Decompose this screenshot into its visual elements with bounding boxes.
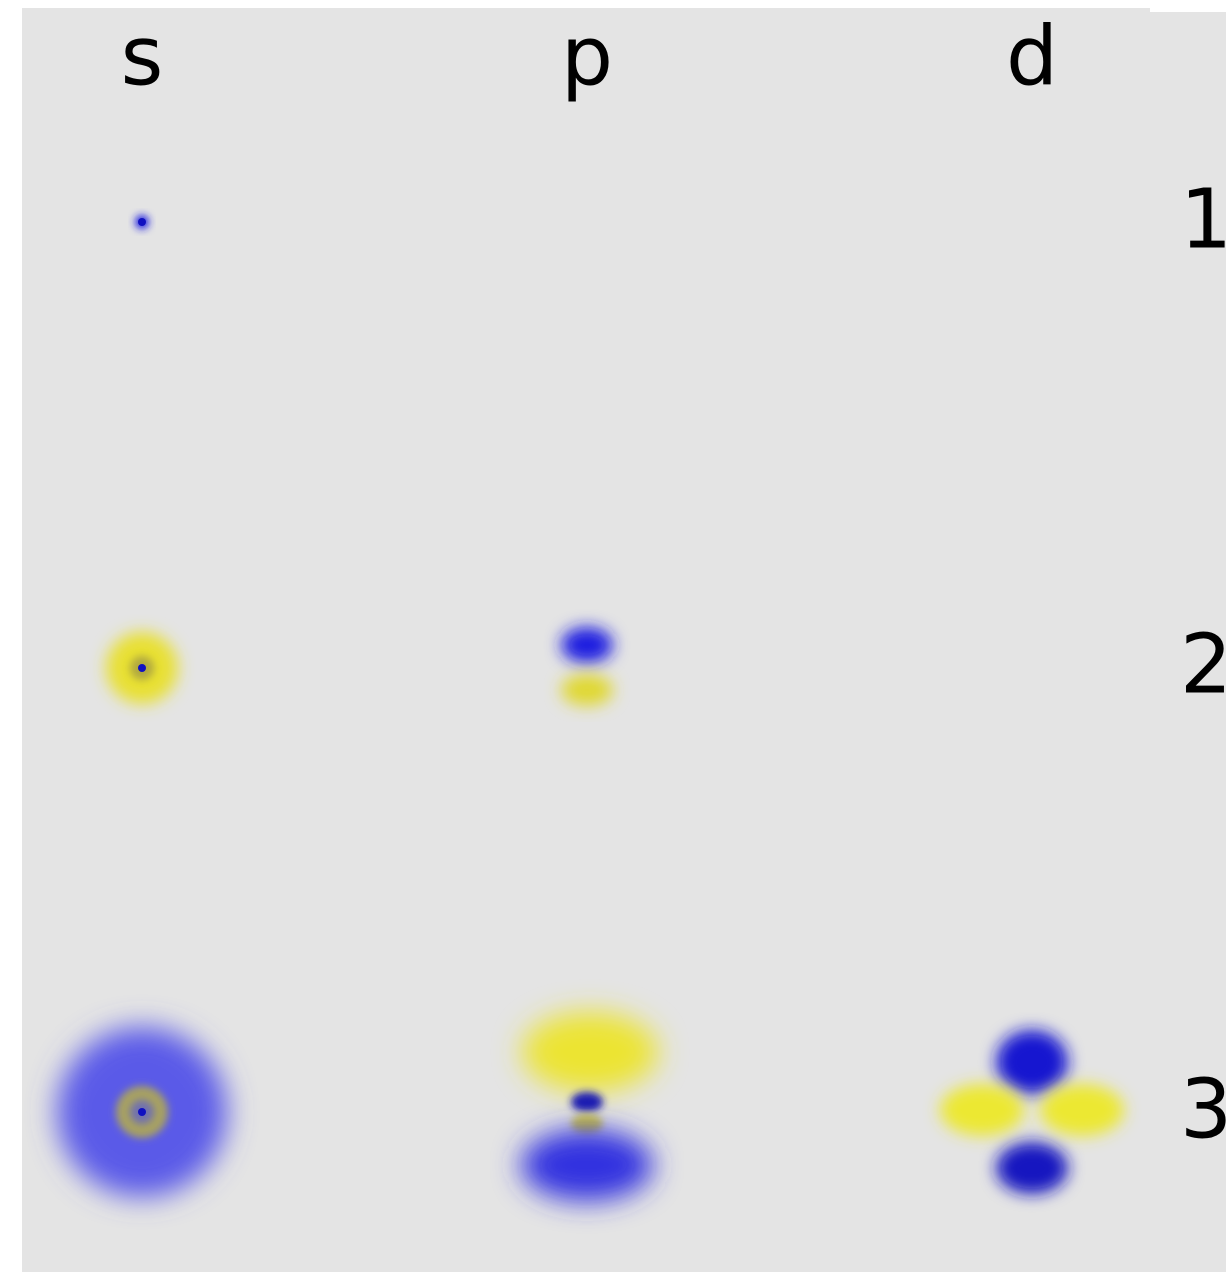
- page: s p d 1 2 3 (() => { const data = JSON: [0, 0, 1226, 1275]
- column-label: s: [121, 9, 164, 104]
- row-label: 3: [1180, 1062, 1226, 1157]
- orbital-2s: [106, 632, 178, 704]
- corner: [1150, 0, 1226, 12]
- row-label: 1: [1180, 172, 1226, 267]
- column-label: p: [561, 9, 613, 104]
- column-label: d: [1006, 9, 1058, 104]
- orbital-1s: [135, 215, 149, 229]
- row-label: 2: [1180, 617, 1226, 712]
- orbital-3s: [57, 1027, 227, 1197]
- orbital-diagram: s p d 1 2 3: [0, 0, 1226, 1275]
